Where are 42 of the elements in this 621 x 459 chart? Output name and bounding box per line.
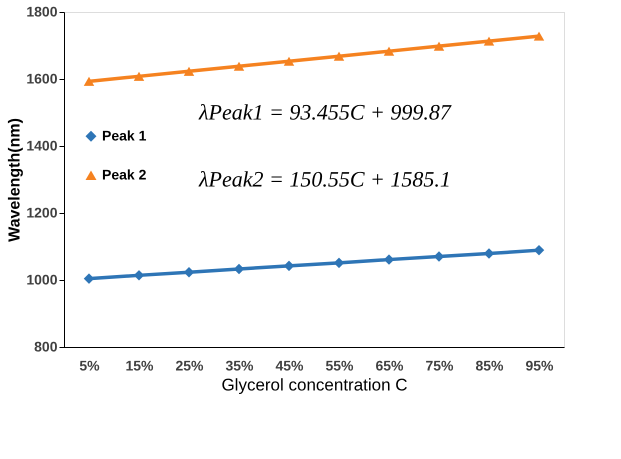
y-tick-label: 1600 [26, 70, 58, 86]
point [384, 46, 394, 56]
point [434, 251, 444, 262]
x-tick-label: 15% [125, 358, 154, 374]
x-tick-label: 55% [325, 358, 354, 374]
point [384, 254, 394, 265]
x-tick-label: 35% [225, 358, 254, 374]
annotation: λPeak1 = 93.455C + 999.87 [198, 100, 452, 124]
point [184, 66, 194, 76]
point [134, 270, 144, 281]
point [534, 32, 544, 41]
point [484, 248, 494, 259]
x-axis-title: Glycerol concentration C [221, 376, 408, 394]
x-tick-label: 95% [525, 358, 554, 374]
x-tick-label: 5% [79, 358, 100, 374]
point [134, 72, 144, 81]
point [84, 76, 94, 86]
point [334, 258, 344, 268]
y-tick-label: 800 [34, 338, 58, 354]
point [434, 42, 444, 51]
point [184, 267, 194, 278]
point [334, 52, 344, 61]
legend-label: Peak 2 [102, 166, 147, 182]
y-tick-label: 1200 [26, 204, 58, 220]
y-tick-label: 1000 [26, 272, 58, 288]
point [284, 260, 294, 272]
point [484, 36, 494, 46]
point [234, 264, 244, 274]
point [284, 56, 294, 66]
x-tick-label: 75% [425, 358, 454, 374]
x-tick-label: 85% [475, 358, 504, 374]
y-tick-label: 1400 [26, 138, 58, 154]
x-tick-label: 65% [375, 358, 404, 374]
point [84, 273, 94, 284]
point [534, 244, 544, 256]
point [234, 62, 244, 71]
annotation: λPeak2 = 150.55C + 1585.1 [198, 166, 451, 192]
y-tick-label: 1800 [26, 4, 58, 20]
x-tick-label: 25% [175, 358, 204, 374]
legend-label: Peak 1 [102, 127, 147, 144]
y-axis-title: Wavelength(nm) [6, 118, 24, 242]
x-tick-label: 45% [275, 358, 304, 374]
